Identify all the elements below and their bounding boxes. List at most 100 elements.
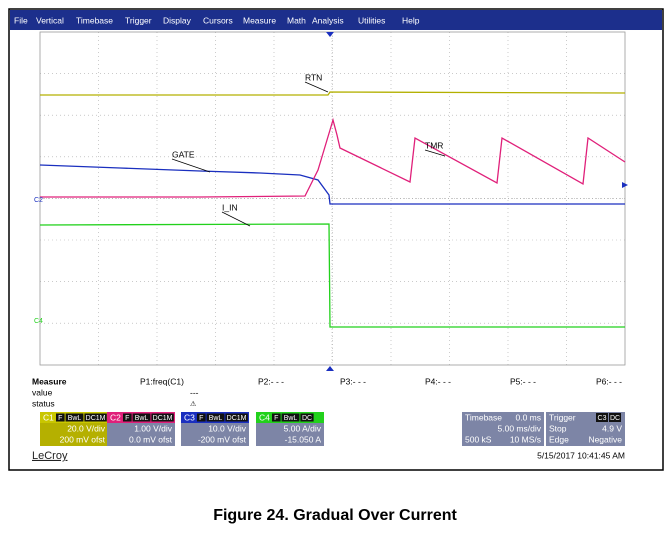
tag-label: F bbox=[58, 415, 62, 422]
channel-body bbox=[40, 423, 108, 446]
tag bbox=[300, 413, 314, 422]
tag-label: BwL bbox=[209, 415, 223, 422]
channel-marker: C4 bbox=[34, 318, 43, 325]
channel-scale: 5.00 A/div bbox=[284, 423, 322, 433]
trigger-marker bbox=[326, 32, 334, 37]
trace-c2 bbox=[40, 117, 626, 198]
trigger-label: Trigger bbox=[549, 412, 576, 422]
measure-param: P1:freq(C1) bbox=[140, 376, 184, 386]
channel-name: C1 bbox=[43, 412, 54, 422]
menu-bar bbox=[10, 10, 662, 30]
trace-label: GATE bbox=[172, 149, 195, 159]
menu: File Vertical Timebase Trigger Display Cursor… bbox=[14, 15, 420, 25]
channel-body bbox=[181, 423, 249, 446]
menu-item: Utilities bbox=[358, 15, 385, 25]
channel-scale: 1.00 V/div bbox=[134, 423, 173, 433]
tag-label: F bbox=[199, 415, 203, 422]
tag bbox=[56, 413, 65, 422]
menu-item: Timebase bbox=[76, 15, 113, 25]
measure-title: Measure bbox=[32, 376, 67, 386]
trace-label: I_IN bbox=[222, 202, 238, 212]
tag-label: F bbox=[125, 415, 129, 422]
brand: LeCroy bbox=[32, 450, 68, 462]
timebase-box bbox=[462, 412, 544, 446]
leader bbox=[221, 211, 251, 227]
timebase-label: Timebase bbox=[465, 412, 502, 422]
level-marker bbox=[622, 182, 628, 188]
trigger-source: C3 bbox=[598, 415, 607, 422]
menu-item: Trigger bbox=[125, 15, 152, 25]
tag bbox=[225, 413, 248, 422]
tag bbox=[123, 413, 132, 422]
tag bbox=[197, 413, 206, 422]
trigger-slope: Negative bbox=[588, 434, 622, 444]
tag bbox=[132, 413, 151, 422]
menu-item: Cursors bbox=[203, 15, 233, 25]
timebase-delay: 0.0 ms bbox=[515, 412, 541, 422]
timebase-samples: 500 kS bbox=[465, 434, 492, 444]
measure-row-label: value bbox=[32, 387, 53, 397]
channel-offset: -200 mV ofst bbox=[198, 434, 247, 444]
menu-item: Analysis bbox=[312, 15, 344, 25]
menu-item: Math bbox=[287, 15, 306, 25]
tag bbox=[609, 413, 621, 422]
measure-param: P5:- - - bbox=[510, 376, 536, 386]
date: 5/15/2017 10:41:45 AM bbox=[537, 450, 625, 460]
measure-param: P4:- - - bbox=[425, 376, 451, 386]
trace-label: TMR bbox=[425, 140, 443, 150]
trace-c3 bbox=[39, 164, 625, 205]
frame bbox=[8, 8, 664, 471]
tag bbox=[272, 413, 281, 422]
menu-item: Measure bbox=[243, 15, 276, 25]
tag bbox=[65, 413, 84, 422]
measure-param: P3:- - - bbox=[340, 376, 366, 386]
tag bbox=[151, 413, 174, 422]
channel-marker: C2 bbox=[34, 197, 43, 204]
tag-label: DC1M bbox=[227, 415, 247, 422]
tag-label: DC1M bbox=[153, 415, 173, 422]
tag-label: DC1M bbox=[86, 415, 106, 422]
menu-item: Display bbox=[163, 15, 192, 25]
measure-value: --- bbox=[190, 387, 199, 397]
timebase-scale: 5.00 ms/div bbox=[498, 423, 542, 433]
tag bbox=[206, 413, 225, 422]
leader bbox=[304, 81, 329, 93]
leader bbox=[171, 158, 211, 173]
tag bbox=[596, 413, 608, 422]
measure-param: P6:- - - bbox=[596, 376, 622, 386]
menu-item: Help bbox=[402, 15, 420, 25]
trigger-marker bbox=[326, 366, 334, 371]
channel-name: C2 bbox=[110, 412, 121, 422]
grid bbox=[40, 32, 625, 365]
channel-offset: 200 mV ofst bbox=[60, 434, 106, 444]
channel-body bbox=[107, 423, 175, 446]
tag-label: BwL bbox=[135, 415, 149, 422]
channel-scale: 10.0 V/div bbox=[208, 423, 247, 433]
leader bbox=[424, 149, 446, 157]
tag-label: DC bbox=[302, 415, 312, 422]
trigger-mode: Stop bbox=[549, 423, 567, 433]
caption: Figure 24. Gradual Over Current bbox=[213, 507, 457, 524]
trigger-coupling: DC bbox=[610, 415, 620, 422]
trigger-level: 4.9 V bbox=[602, 423, 622, 433]
trace-label: RTN bbox=[305, 72, 322, 82]
tag-label: BwL bbox=[284, 415, 298, 422]
trigger-type: Edge bbox=[549, 434, 569, 444]
measure-row-label: status bbox=[32, 398, 55, 408]
tag bbox=[84, 413, 107, 422]
measure-status: ⚠ bbox=[190, 400, 196, 408]
tag-label: BwL bbox=[68, 415, 82, 422]
channel-name: C4 bbox=[259, 412, 270, 422]
tag bbox=[281, 413, 300, 422]
measure-param: P2:- - - bbox=[258, 376, 284, 386]
trace-c1 bbox=[40, 91, 626, 96]
menu-item: Vertical bbox=[36, 15, 64, 25]
trace-c4 bbox=[39, 223, 625, 328]
timebase-rate: 10 MS/s bbox=[510, 434, 541, 444]
channel-name: C3 bbox=[184, 412, 195, 422]
menu-item: File bbox=[14, 15, 28, 25]
channel-offset: 0.0 mV ofst bbox=[129, 434, 173, 444]
channel-scale: 20.0 V/div bbox=[67, 423, 106, 433]
